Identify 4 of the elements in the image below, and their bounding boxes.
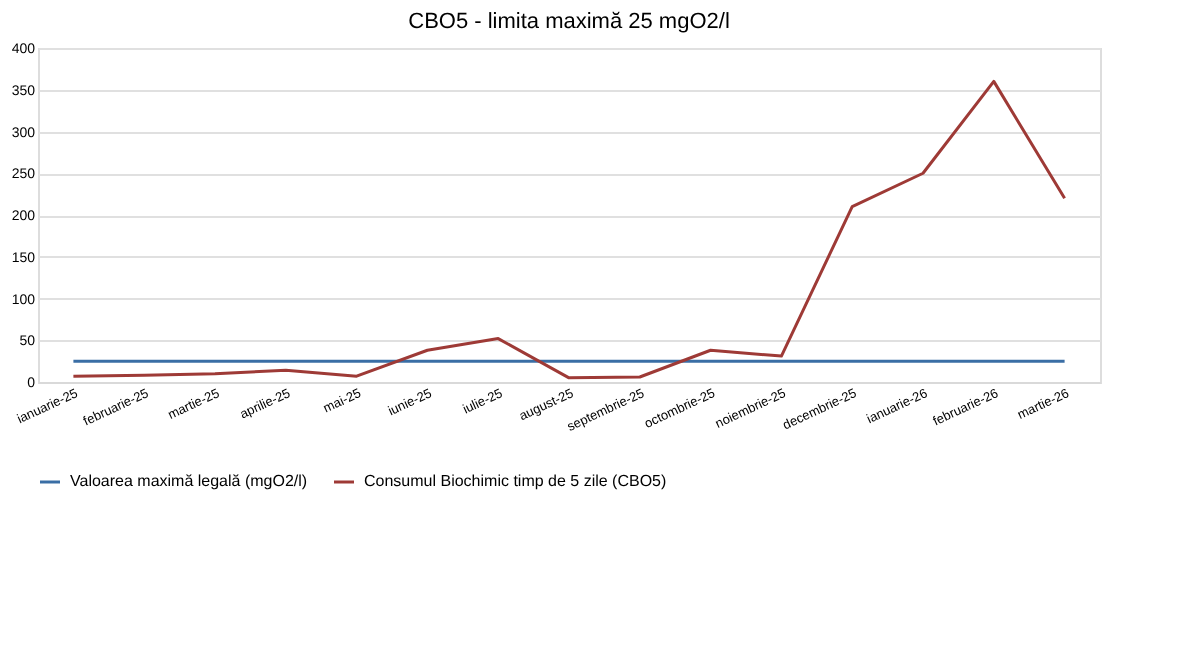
chart-title: CBO5 - limita maximă 25 mgO2/l: [408, 10, 730, 34]
legend-label: Consumul Biochimic timp de 5 zile (CBO5): [364, 472, 667, 490]
legend-label: Valoarea maximă legală (mgO2/l): [70, 472, 308, 490]
line-series: [71, 79, 1067, 380]
